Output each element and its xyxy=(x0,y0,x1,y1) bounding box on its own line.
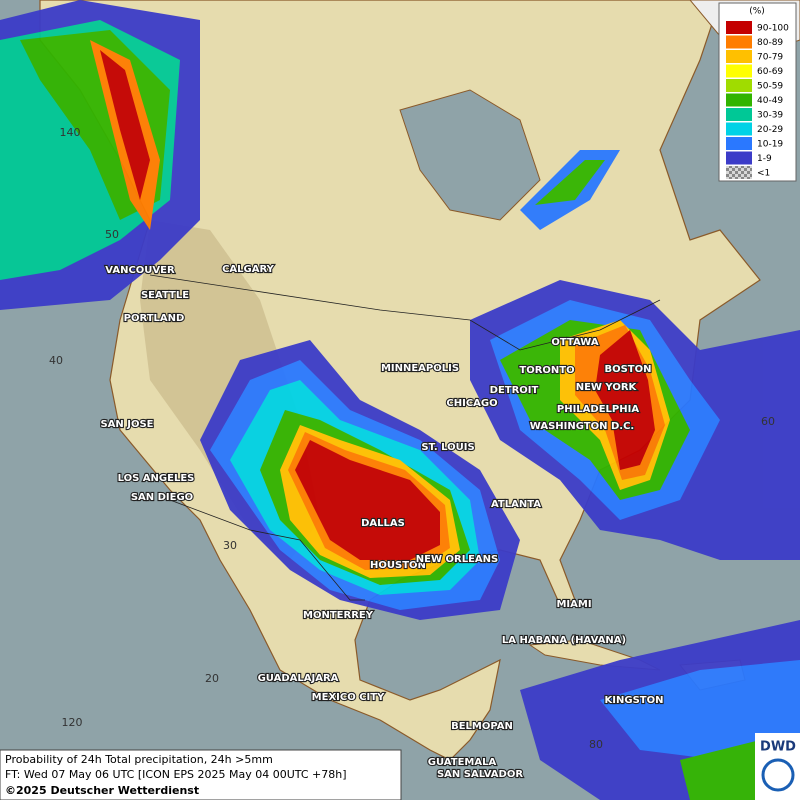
legend-label: 60-69 xyxy=(757,67,783,77)
legend-label: 30-39 xyxy=(757,111,783,121)
city-label: KINGSTON xyxy=(605,695,664,706)
city-label: PHILADELPHIA xyxy=(557,404,639,415)
city-label: OTTAWA xyxy=(551,337,598,348)
legend-label: 50-59 xyxy=(757,82,783,92)
legend-swatch xyxy=(726,122,752,136)
logo-icon xyxy=(761,758,795,792)
city-label: HOUSTON xyxy=(370,560,426,571)
city-label: LA HABANA (HAVANA) xyxy=(502,635,626,646)
legend-label: 10-19 xyxy=(757,140,783,150)
legend-label: 80-89 xyxy=(757,38,783,48)
city-label: TORONTO xyxy=(519,365,574,376)
city-label: PORTLAND xyxy=(124,313,185,324)
footer-copyright: ©2025 Deutscher Wetterdienst xyxy=(5,784,199,797)
grid-labels: 140 50 40 30 20 120 60 80 xyxy=(49,126,775,751)
legend-label: <1 xyxy=(757,169,770,179)
city-label: SAN DIEGO xyxy=(131,492,193,503)
legend-swatch xyxy=(726,93,752,107)
legend-label: 1-9 xyxy=(757,154,772,164)
legend-swatch xyxy=(726,151,752,165)
city-label: ST. LOUIS xyxy=(421,442,474,453)
legend-swatch xyxy=(726,64,752,78)
legend-swatch xyxy=(726,79,752,92)
logo: DWD xyxy=(760,740,796,755)
city-label: ATLANTA xyxy=(491,499,541,510)
land-hudson-bay xyxy=(399,89,541,221)
city-label: CHICAGO xyxy=(446,398,497,409)
legend-label: 20-29 xyxy=(757,125,783,135)
grid-label: 80 xyxy=(589,738,603,751)
footer-box xyxy=(0,749,402,800)
city-label: MEXICO CITY xyxy=(312,692,385,703)
city-labels: VANCOUVER CALGARY SEATTLE PORTLAND MINNEAPOL… xyxy=(99,263,664,781)
grid-label: 60 xyxy=(761,415,775,428)
city-label: SAN JOSE xyxy=(100,419,153,430)
footer-line2: FT: Wed 07 May 06 UTC [ICON EPS 2025 May… xyxy=(5,768,347,781)
grid-label: 30 xyxy=(223,539,237,552)
city-label: MINNEAPOLIS xyxy=(381,363,459,374)
legend-title: (%) xyxy=(749,7,765,17)
city-label: SAN SALVADOR xyxy=(437,769,523,780)
city-label: DETROIT xyxy=(490,385,539,396)
legend: (%) 90-100 80-89 70-79 60-69 50-59 40-49 30-39… xyxy=(718,2,797,182)
footer-line1: Probability of 24h Total precipitation, … xyxy=(5,753,273,766)
legend-swatch xyxy=(726,50,752,63)
city-label: NEW ORLEANS xyxy=(416,554,498,565)
city-label: DALLAS xyxy=(361,518,405,529)
city-label: GUADALAJARA xyxy=(258,673,339,684)
city-label: VANCOUVER xyxy=(105,265,175,276)
grid-label: 40 xyxy=(49,354,63,367)
legend-swatch xyxy=(726,137,752,150)
legend-label: 90-100 xyxy=(757,24,789,34)
city-label: LOS ANGELES xyxy=(118,473,195,484)
city-label: NEW YORK xyxy=(576,382,638,393)
legend-swatch xyxy=(726,21,752,34)
city-label: WASHINGTON D.C. xyxy=(530,421,634,432)
city-label: CALGARY xyxy=(222,264,275,275)
city-label: GUATEMALA xyxy=(428,757,497,768)
grid-label: 20 xyxy=(205,672,219,685)
grid-label: 140 xyxy=(60,126,81,139)
legend-label: 70-79 xyxy=(757,53,783,63)
city-label: MIAMI xyxy=(556,599,591,610)
city-label: BELMOPAN xyxy=(451,721,513,732)
legend-label: 40-49 xyxy=(757,96,783,106)
grid-label: 120 xyxy=(62,716,83,729)
legend-swatch xyxy=(726,166,752,179)
legend-swatch xyxy=(726,108,752,121)
borders xyxy=(149,274,661,601)
city-label: BOSTON xyxy=(604,364,651,375)
grid-label: 50 xyxy=(105,228,119,241)
city-label: SEATTLE xyxy=(141,290,189,301)
city-label: MONTERREY xyxy=(303,610,374,621)
legend-swatch xyxy=(726,35,752,49)
